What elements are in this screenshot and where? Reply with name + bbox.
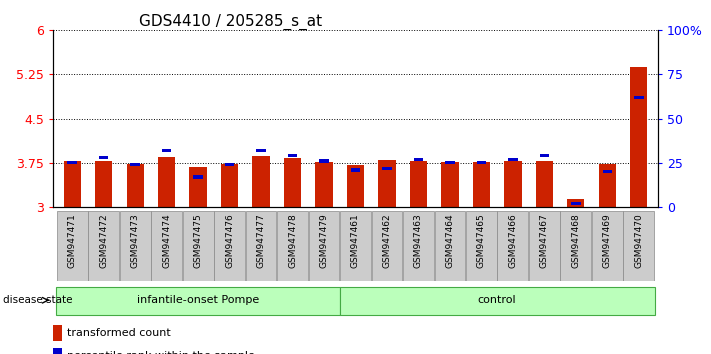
Bar	[504, 161, 522, 207]
Bar	[473, 162, 490, 207]
Bar	[189, 167, 207, 207]
Bar	[193, 176, 203, 179]
Bar	[592, 211, 623, 281]
Text: disease state: disease state	[3, 295, 72, 305]
Text: infantile-onset Pompe: infantile-onset Pompe	[137, 295, 260, 305]
Bar	[602, 170, 612, 173]
Text: GSM947466: GSM947466	[508, 213, 518, 268]
Text: GSM947470: GSM947470	[634, 213, 643, 268]
Bar	[414, 158, 423, 161]
Bar	[183, 211, 213, 281]
Bar	[53, 325, 63, 341]
Bar	[372, 211, 402, 281]
Bar	[288, 154, 297, 158]
Bar	[309, 211, 339, 281]
Bar	[378, 160, 395, 207]
Bar	[434, 211, 466, 281]
Bar	[599, 164, 616, 207]
Bar	[347, 165, 364, 207]
Bar	[252, 156, 269, 207]
Bar	[88, 211, 119, 281]
Bar	[57, 211, 87, 281]
Bar	[99, 156, 109, 159]
Text: GSM947477: GSM947477	[257, 213, 266, 268]
Bar	[567, 199, 584, 207]
Text: GSM947478: GSM947478	[288, 213, 297, 268]
Text: GSM947465: GSM947465	[477, 213, 486, 268]
Text: percentile rank within the sample: percentile rank within the sample	[67, 351, 255, 354]
Bar	[466, 211, 497, 281]
Text: GSM947472: GSM947472	[100, 213, 108, 268]
Bar	[130, 163, 140, 166]
Bar	[162, 149, 171, 152]
Bar	[68, 161, 77, 165]
Bar	[445, 161, 455, 165]
Bar	[119, 211, 151, 281]
Bar	[316, 162, 333, 207]
Bar	[410, 161, 427, 207]
Text: GDS4410 / 205285_s_at: GDS4410 / 205285_s_at	[139, 14, 322, 30]
Bar	[127, 164, 144, 207]
Text: control: control	[478, 295, 516, 305]
Bar	[634, 96, 643, 99]
Bar	[351, 169, 360, 172]
Text: GSM947473: GSM947473	[131, 213, 139, 268]
Bar	[571, 202, 581, 205]
Bar	[151, 211, 182, 281]
Bar	[476, 161, 486, 165]
Bar	[214, 211, 245, 281]
Bar	[340, 211, 371, 281]
Text: transformed count: transformed count	[67, 328, 171, 338]
Text: GSM947479: GSM947479	[319, 213, 328, 268]
Text: GSM947462: GSM947462	[383, 213, 392, 268]
Bar	[624, 211, 654, 281]
Bar	[535, 161, 553, 207]
Text: GSM947469: GSM947469	[603, 213, 611, 268]
Bar	[403, 211, 434, 281]
Text: GSM947467: GSM947467	[540, 213, 549, 268]
Bar	[630, 67, 648, 207]
Bar	[442, 162, 459, 207]
Bar	[245, 211, 277, 281]
Bar	[277, 211, 308, 281]
Bar	[284, 158, 301, 207]
Text: GSM947464: GSM947464	[445, 213, 454, 268]
Bar	[56, 287, 340, 315]
Bar	[560, 211, 592, 281]
Bar	[508, 158, 518, 161]
Bar	[340, 287, 655, 315]
Bar	[256, 149, 266, 152]
Text: GSM947463: GSM947463	[414, 213, 423, 268]
Bar	[95, 161, 112, 207]
Bar	[221, 164, 238, 207]
Text: GSM947475: GSM947475	[193, 213, 203, 268]
Text: GSM947476: GSM947476	[225, 213, 234, 268]
Bar	[383, 166, 392, 170]
Bar	[529, 211, 560, 281]
Bar	[158, 157, 176, 207]
Text: GSM947468: GSM947468	[572, 213, 580, 268]
Text: GSM947461: GSM947461	[351, 213, 360, 268]
Text: GSM947471: GSM947471	[68, 213, 77, 268]
Bar	[319, 159, 328, 163]
Bar	[63, 161, 81, 207]
Text: GSM947474: GSM947474	[162, 213, 171, 268]
Bar	[53, 348, 63, 354]
Bar	[540, 154, 549, 158]
Bar	[498, 211, 528, 281]
Bar	[225, 163, 235, 166]
